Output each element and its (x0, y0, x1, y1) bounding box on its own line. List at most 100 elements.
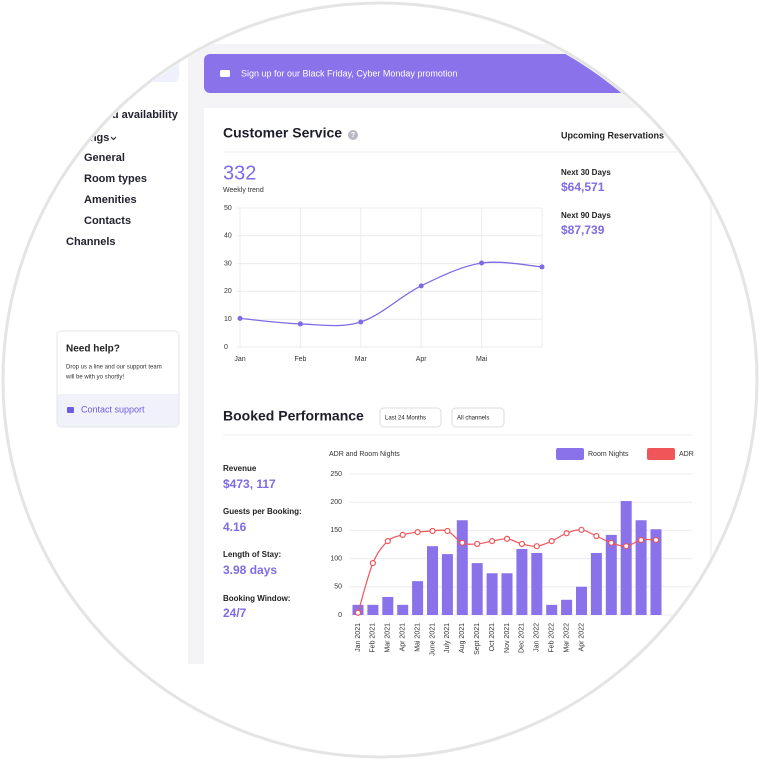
nav-subitem[interactable]: Contacts (84, 215, 131, 227)
stat-label: Guests per Booking: (223, 507, 302, 516)
stat-label: Booking Window: (223, 594, 290, 603)
point (358, 319, 364, 325)
y-tick-label: 50 (334, 584, 342, 591)
y-tick-label: 10 (224, 316, 232, 323)
nav-item[interactable]: Rates and availability (66, 109, 179, 121)
help-text: Drop us a line and our support team (66, 365, 162, 371)
y-tick-label: 250 (330, 471, 342, 478)
stat-value: 3.98 days (223, 563, 277, 577)
dropdown-label[interactable]: All channels (457, 416, 489, 422)
point (637, 536, 645, 544)
y-tick-label: 20 (224, 288, 232, 295)
point (533, 543, 540, 550)
metric: 332 (223, 162, 256, 184)
stat-value: 4.16 (223, 520, 247, 534)
x-tick-label: Apr 2021 (400, 623, 407, 652)
bar (412, 581, 424, 615)
bar (590, 552, 602, 615)
section-title: Booked Performance (223, 408, 364, 424)
y-tick-label: 150 (330, 527, 342, 534)
nav-subitem[interactable]: Amenities (84, 194, 137, 206)
nav-subitem[interactable]: General (84, 152, 125, 164)
point (593, 532, 600, 540)
point (608, 539, 615, 546)
x-tick-label: Feb (294, 356, 306, 363)
point (418, 283, 424, 289)
nav-active-bg (57, 56, 179, 82)
y-tick-label: 40 (224, 233, 232, 240)
point (444, 527, 451, 535)
point (578, 526, 585, 533)
point (399, 531, 406, 539)
help-icon (348, 130, 358, 140)
point (237, 315, 243, 321)
bar (516, 549, 528, 615)
legend-swatch (556, 448, 584, 460)
point (369, 560, 376, 567)
point (459, 539, 466, 546)
point (297, 321, 303, 327)
x-tick-label: Feb 2021 (370, 623, 377, 653)
bar (620, 501, 632, 615)
x-tick-label: July 2021 (444, 623, 451, 653)
point (518, 540, 526, 548)
bar (650, 529, 662, 615)
bar (531, 552, 543, 615)
tag-icon (220, 70, 230, 77)
point (474, 540, 481, 548)
help-icon-mark: ? (351, 132, 355, 139)
nav-item[interactable]: Reservations (66, 86, 135, 98)
point (503, 535, 511, 542)
point (429, 527, 436, 535)
point (489, 538, 496, 545)
dropdown[interactable] (379, 407, 442, 428)
point (563, 530, 570, 537)
y-tick-label: 30 (224, 260, 232, 267)
upcoming-value: $64,571 (561, 180, 605, 194)
content: Dashboard Reservations Rates and availab… (56, 44, 712, 678)
nav-item[interactable]: Channels (66, 236, 116, 248)
dropdown-label[interactable]: Last 24 Months (385, 416, 426, 422)
stat-label: Length of Stay: (223, 550, 281, 559)
point (479, 260, 485, 266)
bar (367, 604, 379, 615)
nav-subitem[interactable]: Room types (84, 173, 147, 185)
bar (427, 546, 438, 615)
stat-value: 24/7 (223, 606, 247, 620)
banner-text: Sign up for our Black Friday, Cyber Mond… (241, 68, 457, 78)
bar (501, 573, 513, 615)
x-tick-label: Mar 2022 (563, 623, 570, 653)
promo-button-label[interactable]: See Promo Options (626, 71, 688, 78)
x-tick-label: Jan 2022 (534, 623, 541, 652)
bar (441, 554, 453, 615)
y-tick-label: 100 (330, 555, 342, 562)
dropdown[interactable] (451, 407, 505, 428)
x-tick-label: Apr 2022 (578, 623, 585, 652)
x-tick-label: Aug 2021 (459, 623, 466, 653)
x-tick-label: Sept 2021 (474, 623, 481, 655)
x-tick-label: June 2021 (429, 623, 436, 656)
point (354, 609, 362, 616)
promo-button[interactable] (617, 63, 697, 84)
x-tick-label: Jan 2021 (355, 623, 362, 652)
upcoming-label: Next 90 Days (561, 211, 611, 220)
chevron (110, 136, 117, 141)
nav-item[interactable]: Dashboard (66, 63, 123, 75)
x-tick-label: Feb 2022 (549, 623, 556, 653)
x-tick-label: Mar (355, 356, 368, 363)
bar (605, 534, 617, 615)
help-link[interactable]: Contact support (81, 404, 145, 414)
point (548, 538, 555, 545)
bar (471, 563, 483, 615)
y-tick-label: 0 (224, 344, 228, 351)
bar (486, 573, 498, 615)
help-text: will be with yo shortly! (65, 375, 124, 381)
x-tick-label: Nov 2021 (504, 623, 511, 653)
legend-label: Room Nights (588, 451, 629, 458)
y-tick-label: 0 (338, 612, 342, 619)
point (539, 264, 545, 270)
y-tick-label: 50 (224, 205, 232, 212)
x-tick-label: Apr (416, 356, 428, 363)
bar (382, 596, 394, 615)
bar (546, 604, 558, 615)
